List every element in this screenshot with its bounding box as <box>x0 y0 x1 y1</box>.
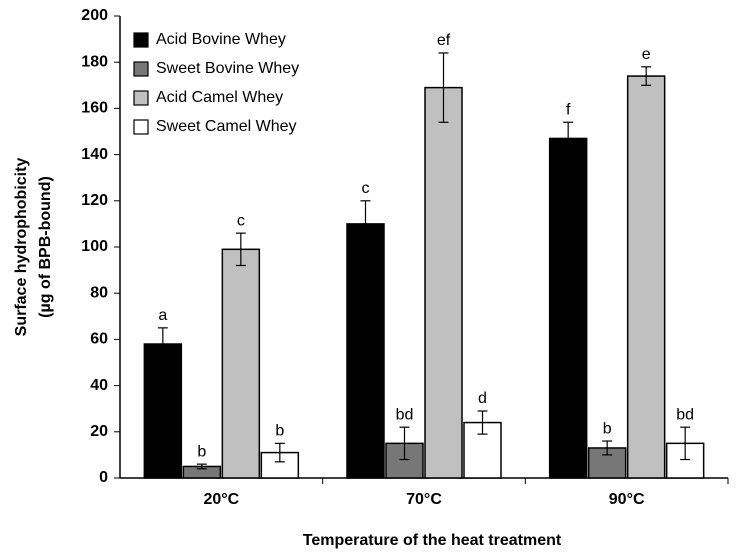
y-tick-label: 120 <box>81 192 108 209</box>
y-tick-label: 80 <box>90 284 108 301</box>
bar <box>221 248 261 479</box>
legend-swatch <box>133 61 149 77</box>
data-label: b <box>275 423 284 440</box>
legend-label: Sweet Camel Whey <box>156 118 297 135</box>
bar <box>548 137 588 479</box>
legend-swatch <box>133 119 149 135</box>
data-label: c <box>237 212 245 229</box>
y-tick-label: 20 <box>90 423 108 440</box>
data-label: bd <box>396 406 414 423</box>
y-tick-label: 60 <box>90 331 108 348</box>
data-label: c <box>362 180 370 197</box>
bar <box>143 343 183 479</box>
bar <box>424 86 463 479</box>
y-tick-label: 140 <box>81 146 108 163</box>
legend-swatch <box>133 90 149 106</box>
x-tick-label: 90°C <box>609 491 645 508</box>
bar <box>346 223 385 479</box>
y-tick-label: 0 <box>99 469 108 486</box>
legend-label: Acid Bovine Whey <box>156 31 286 48</box>
data-label: d <box>478 390 487 407</box>
x-tick-label: 20°C <box>203 491 239 508</box>
bar <box>260 451 300 479</box>
bar <box>626 75 666 479</box>
x-axis-title: Temperature of the heat treatment <box>303 532 562 549</box>
data-label: ef <box>437 32 451 49</box>
y-tick-label: 200 <box>81 7 108 24</box>
y-tick-label: 40 <box>90 377 108 394</box>
y-axis-title: Surface hydrophobicity <box>13 158 30 337</box>
y-axis-title: (µg of BPB-bound) <box>37 176 54 318</box>
y-tick-label: 160 <box>81 100 108 117</box>
data-label: b <box>603 420 612 437</box>
legend-swatch <box>133 32 149 48</box>
data-label: b <box>197 443 206 460</box>
data-label: e <box>642 46 651 63</box>
y-tick-label: 180 <box>81 53 108 70</box>
legend-label: Acid Camel Whey <box>156 89 283 106</box>
y-tick-label: 100 <box>81 238 108 255</box>
data-label: bd <box>676 406 694 423</box>
data-label: a <box>158 307 167 324</box>
data-label: f <box>566 101 571 118</box>
x-tick-label: 70°C <box>406 491 442 508</box>
legend-label: Sweet Bovine Whey <box>156 60 299 77</box>
